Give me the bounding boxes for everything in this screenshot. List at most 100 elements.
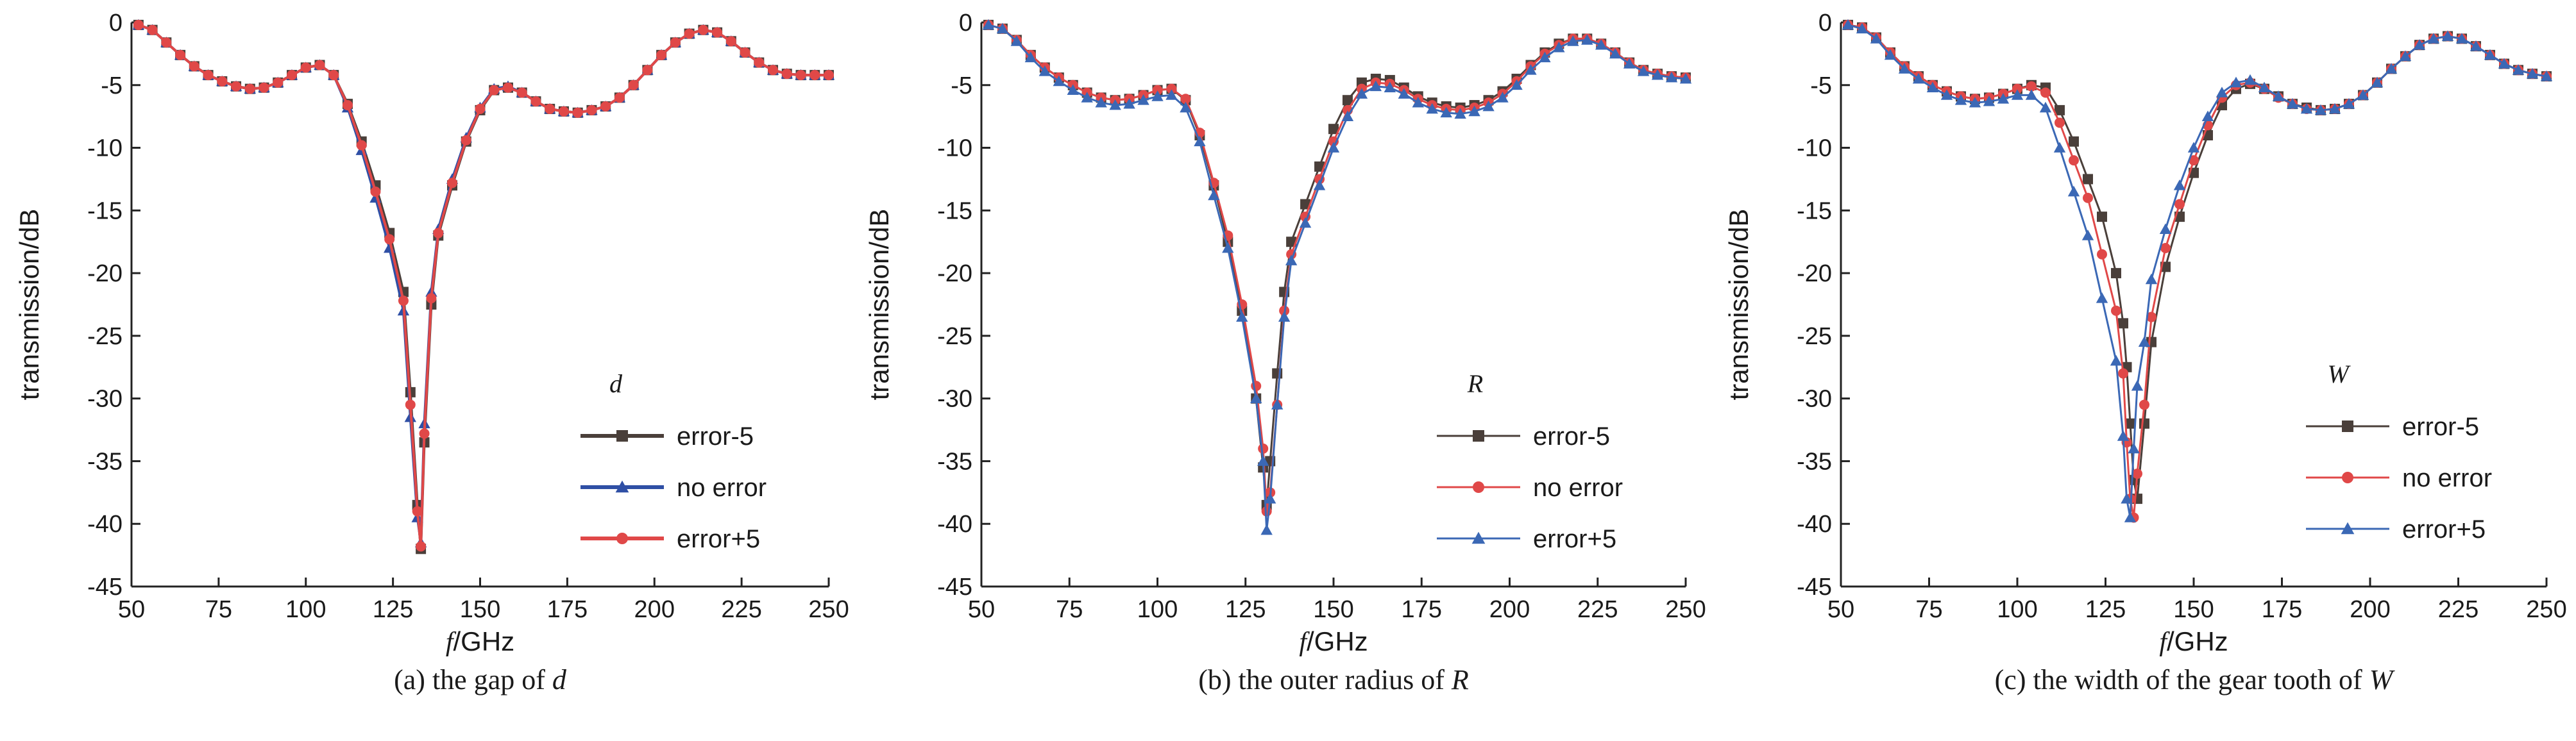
data-point xyxy=(419,428,430,439)
data-point xyxy=(2371,76,2384,88)
data-point xyxy=(2328,103,2341,114)
data-point xyxy=(1341,110,1354,122)
data-point xyxy=(1595,39,1607,50)
x-tick-label: 225 xyxy=(1577,596,1618,623)
data-point xyxy=(2455,33,2468,44)
data-point xyxy=(982,19,995,30)
data-point xyxy=(2040,87,2051,98)
data-point xyxy=(2083,174,2093,185)
data-point xyxy=(2128,442,2140,454)
y-tick-label: -35 xyxy=(87,448,123,475)
data-point xyxy=(2039,101,2052,113)
x-tick-label: 125 xyxy=(2085,596,2126,623)
y-axis-label: transmission/dB xyxy=(1724,209,1754,401)
data-point xyxy=(1539,51,1551,63)
series-error-5 xyxy=(982,19,1692,535)
y-tick-label: -25 xyxy=(1797,323,1832,350)
data-point xyxy=(2343,97,2355,109)
data-point xyxy=(2111,305,2121,316)
data-point xyxy=(2025,89,2038,100)
data-point xyxy=(1651,69,1664,80)
data-point xyxy=(1482,100,1495,112)
data-point xyxy=(824,70,834,81)
data-point xyxy=(273,77,284,88)
data-point xyxy=(698,24,709,35)
y-tick-label: -5 xyxy=(101,72,123,99)
data-point xyxy=(1010,35,1023,46)
legend-swatch-marker xyxy=(615,480,629,493)
legend-label: error+5 xyxy=(2402,515,2486,544)
legend-label: no error xyxy=(2402,464,2492,492)
data-point xyxy=(1426,103,1438,114)
data-point xyxy=(1137,94,1149,105)
x-tick-label: 250 xyxy=(808,596,849,623)
data-point xyxy=(1314,161,1325,172)
x-tick-label: 125 xyxy=(1225,596,1266,623)
data-point xyxy=(133,19,144,30)
x-axis-label: f/GHz xyxy=(1299,626,1368,657)
legend-label: error+5 xyxy=(1533,525,1616,553)
data-point xyxy=(2055,117,2065,128)
data-point xyxy=(1912,72,1925,84)
data-point xyxy=(1208,189,1220,201)
x-tick-label: 250 xyxy=(2526,596,2566,623)
y-tick-label: -10 xyxy=(937,135,972,162)
data-point xyxy=(2139,399,2149,410)
data-point xyxy=(426,293,437,304)
legend-label: error-5 xyxy=(1533,422,1610,451)
chart-panel-3: 50 75 100 125 150 175 200 225 250 0 -5 -10 -15 -20 -25… xyxy=(1724,10,2567,695)
data-point xyxy=(1898,63,1911,74)
y-tick-label: -25 xyxy=(937,323,972,350)
x-axis-label: f/GHz xyxy=(2159,626,2228,657)
data-point xyxy=(1165,89,1178,100)
data-point xyxy=(2055,104,2065,115)
data-point xyxy=(2096,292,2108,303)
data-point xyxy=(809,70,820,81)
data-point xyxy=(1468,105,1480,117)
y-tick-label: -45 xyxy=(87,574,123,601)
data-point xyxy=(217,76,228,87)
data-point xyxy=(1997,93,2010,104)
y-tick-label: -10 xyxy=(1797,135,1832,162)
data-point xyxy=(1271,399,1284,410)
data-point xyxy=(356,140,367,151)
data-point xyxy=(2286,97,2299,109)
data-point xyxy=(1222,242,1234,253)
data-point xyxy=(2111,268,2121,279)
legend-label: no error xyxy=(677,474,767,502)
data-point xyxy=(2118,318,2128,329)
x-tick-label: 75 xyxy=(1056,596,1083,623)
data-point xyxy=(300,62,311,73)
y-axis-label: transmission/dB xyxy=(14,209,44,401)
data-point xyxy=(1053,75,1065,87)
data-point xyxy=(1180,94,1191,104)
data-point xyxy=(1856,22,1868,34)
data-point xyxy=(1398,88,1410,99)
data-point xyxy=(1679,72,1692,84)
data-point xyxy=(545,103,555,114)
data-point xyxy=(558,106,569,117)
data-point xyxy=(1151,90,1164,101)
data-point xyxy=(2258,81,2271,93)
data-point xyxy=(405,399,416,410)
data-point xyxy=(2026,81,2037,92)
y-tick-label: -15 xyxy=(87,197,123,224)
data-point xyxy=(754,57,765,68)
data-point xyxy=(433,228,444,238)
data-point xyxy=(2244,74,2257,85)
x-tick-label: 150 xyxy=(460,596,500,623)
data-point xyxy=(2201,110,2214,122)
data-point xyxy=(2314,104,2327,115)
data-point xyxy=(2011,89,2024,100)
data-point xyxy=(1024,51,1037,63)
data-point xyxy=(1257,455,1269,466)
x-tick-label: 150 xyxy=(1313,596,1353,623)
data-point xyxy=(342,100,353,111)
data-point xyxy=(2118,368,2128,379)
legend-label: error+5 xyxy=(677,525,760,553)
data-point xyxy=(2413,39,2426,50)
data-point xyxy=(2146,312,2157,322)
y-tick-label: -15 xyxy=(1797,197,1832,224)
data-point xyxy=(314,60,325,71)
data-point xyxy=(1327,142,1340,153)
